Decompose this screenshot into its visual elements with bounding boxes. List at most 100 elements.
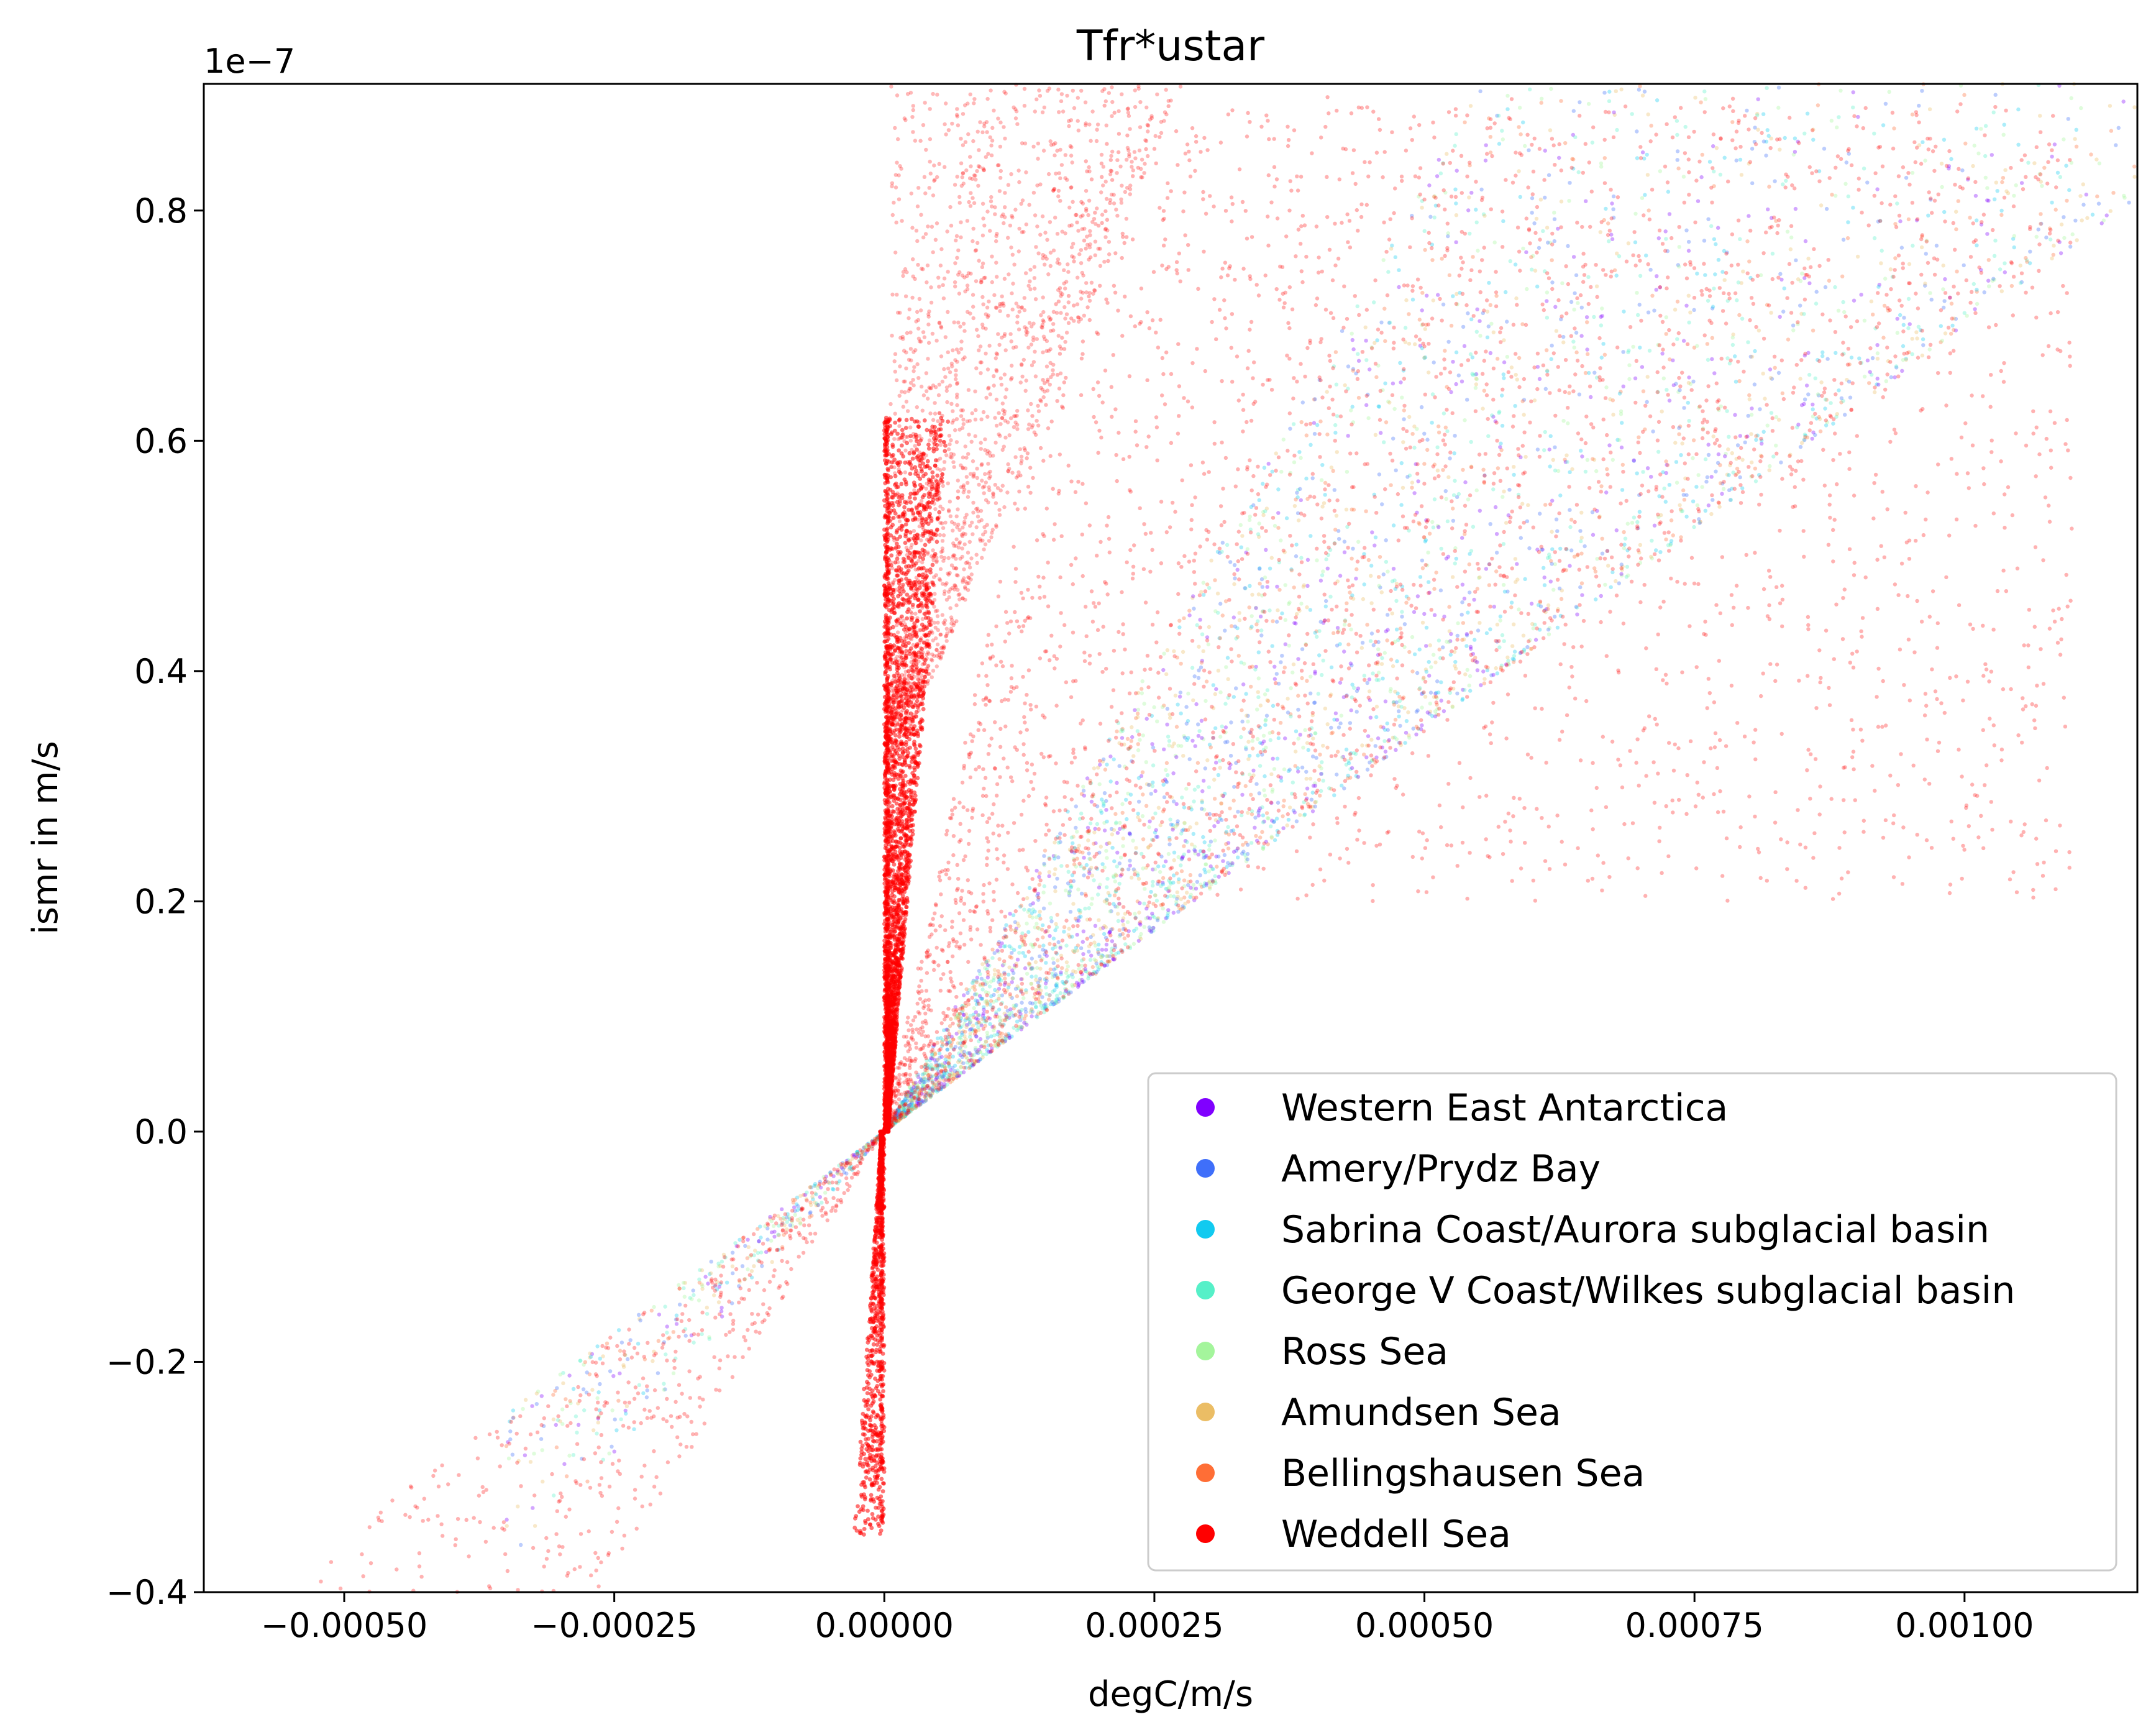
scatter-point [1624,575,1628,579]
scatter-point [1513,557,1518,561]
scatter-point [662,1381,666,1386]
scatter-point [956,1060,961,1065]
scatter-point [1121,836,1126,841]
scatter-point [1181,649,1185,654]
scatter-point [955,1014,959,1019]
scatter-point [1028,914,1032,918]
scatter-point [1468,104,1473,108]
scatter-point [1406,710,1410,715]
scatter-point [1132,543,1136,547]
scatter-point [1621,350,1625,354]
scatter-point [1050,1000,1054,1004]
scatter-point [637,1383,642,1387]
scatter-point [1098,763,1102,767]
scatter-point [1067,891,1071,895]
scatter-point [733,1241,738,1245]
scatter-point [1358,703,1362,708]
scatter-point [1247,605,1251,610]
scatter-point [1274,451,1278,456]
scatter-point [1102,791,1107,795]
scatter-point [1115,864,1120,869]
scatter-point [1320,672,1324,677]
scatter-point [487,1432,492,1437]
scatter-point [1445,408,1449,412]
scatter-point [1681,339,1686,343]
scatter-point [1099,810,1104,815]
scatter-point [1022,1020,1026,1025]
scatter-point [1174,825,1178,829]
scatter-point [944,1078,948,1082]
scatter-point [1313,731,1317,736]
scatter-point [1226,871,1231,876]
scatter-point [1771,454,1776,459]
scatter-point [1360,743,1364,748]
scatter-point [1136,876,1141,881]
scatter-point [1140,851,1144,856]
scatter-point [1675,158,1679,162]
scatter-point [1561,419,1566,423]
scatter-point [961,1070,966,1074]
scatter-point [1649,124,1653,128]
scatter-point [1585,320,1589,324]
scatter-point [1415,671,1420,676]
scatter-point [1205,758,1210,763]
scatter-point [1753,349,1757,354]
scatter-point [995,1032,1000,1037]
scatter-point [1182,805,1187,810]
scatter-point [457,1473,461,1477]
scatter-point [1469,646,1473,651]
scatter-point [1710,336,1714,340]
scatter-point [1165,722,1169,727]
scatter-point [1052,872,1057,877]
scatter-point [1346,364,1351,369]
scatter-point [1182,616,1186,621]
scatter-point [1199,590,1204,594]
scatter-point [1043,1002,1048,1007]
scatter-point [1270,469,1274,474]
scatter-point [1239,660,1244,665]
scatter-point [1088,857,1093,861]
scatter-point [2062,215,2066,219]
scatter-point [1571,389,1576,393]
scatter-point [1612,110,1616,114]
scatter-point [1806,257,1811,261]
scatter-point [1089,941,1093,946]
scatter-point [1484,393,1489,398]
scatter-point [1372,300,1376,305]
scatter-point [957,1030,961,1034]
scatter-point [779,1217,783,1221]
scatter-point [1926,213,1930,218]
scatter-point [1716,452,1721,457]
scatter-point [1756,97,1760,101]
scatter-point [1074,864,1079,869]
scatter-point [1117,928,1122,933]
scatter-point [1047,874,1051,879]
scatter-point [1498,445,1502,449]
scatter-point [1108,779,1113,784]
scatter-point [1976,151,1981,156]
scatter-point [980,987,985,992]
scatter-point [1311,784,1316,788]
scatter-point [1218,602,1223,606]
scatter-point [1621,384,1625,388]
scatter-point [1514,580,1518,584]
scatter-point [1574,273,1579,278]
scatter-point [1663,229,1668,234]
scatter-point [1898,313,1902,318]
scatter-point [951,1037,956,1042]
scatter-point [1602,91,1607,95]
scatter-point [1355,838,1359,842]
scatter-point [1012,1014,1017,1018]
scatter-point [1165,196,1170,200]
scatter-point [1323,493,1327,497]
scatter-point [1303,728,1307,733]
scatter-point [1101,800,1106,804]
scatter-point [1231,850,1236,854]
scatter-point [1949,301,1954,306]
scatter-point [1455,633,1459,638]
scatter-point [756,1251,761,1255]
scatter-point [919,1091,924,1096]
scatter-point [395,1567,399,1572]
scatter-point [1706,503,1711,508]
scatter-point [614,1428,619,1432]
